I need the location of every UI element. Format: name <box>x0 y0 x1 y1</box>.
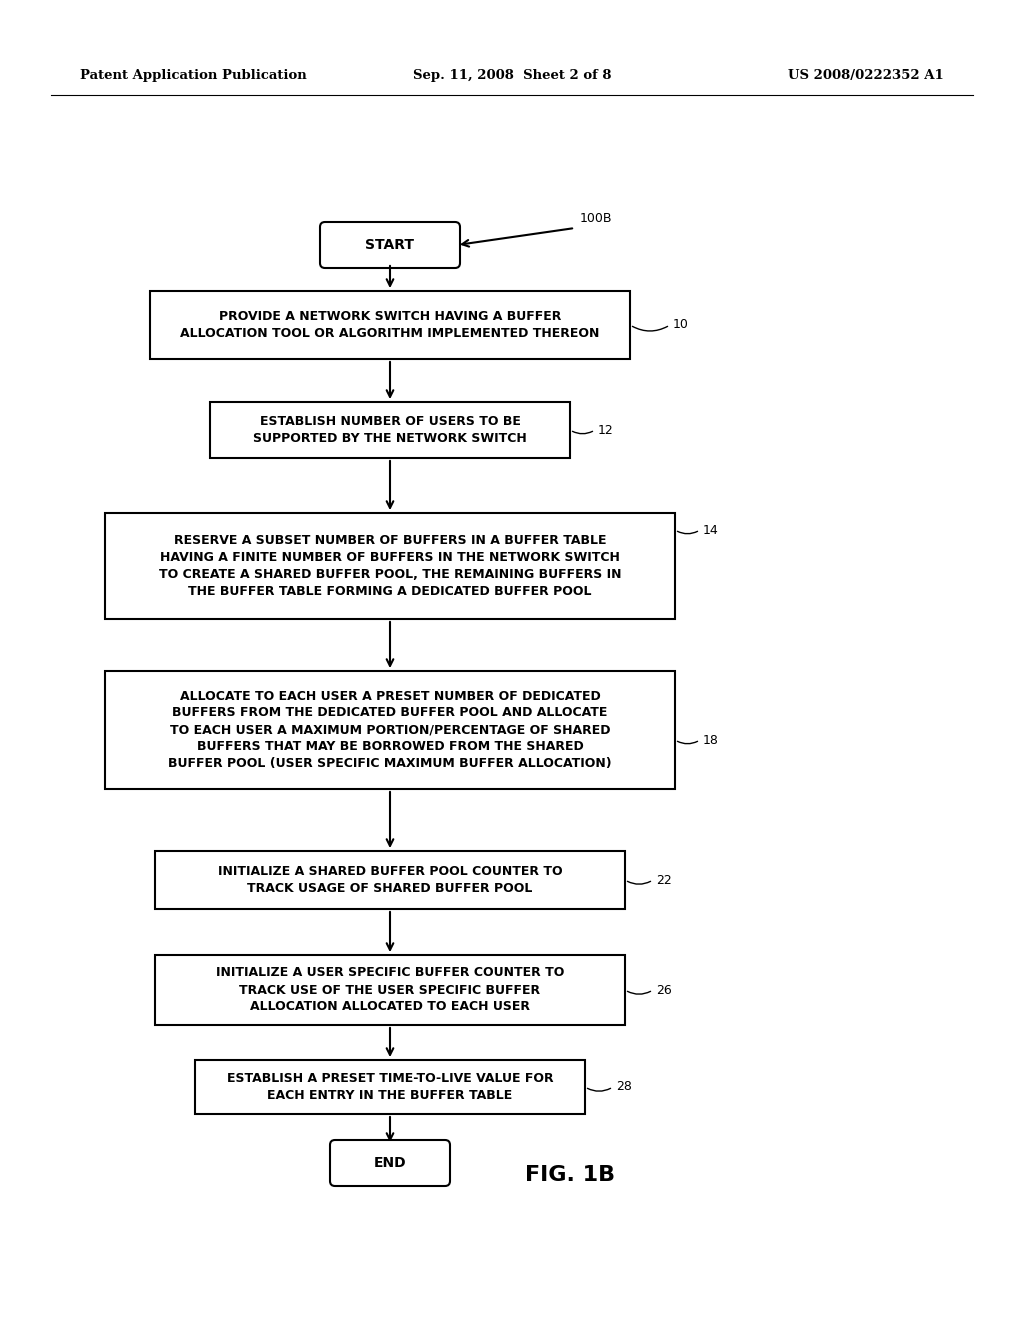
Text: FIG. 1B: FIG. 1B <box>525 1166 615 1185</box>
Text: START: START <box>366 238 415 252</box>
Text: INITIALIZE A SHARED BUFFER POOL COUNTER TO
TRACK USAGE OF SHARED BUFFER POOL: INITIALIZE A SHARED BUFFER POOL COUNTER … <box>218 865 562 895</box>
Text: Patent Application Publication: Patent Application Publication <box>80 69 307 82</box>
Text: 14: 14 <box>703 524 719 536</box>
Text: 12: 12 <box>598 424 613 437</box>
Text: 18: 18 <box>703 734 719 747</box>
Text: 26: 26 <box>656 983 672 997</box>
Text: PROVIDE A NETWORK SWITCH HAVING A BUFFER
ALLOCATION TOOL OR ALGORITHM IMPLEMENTE: PROVIDE A NETWORK SWITCH HAVING A BUFFER… <box>180 310 600 341</box>
FancyBboxPatch shape <box>319 222 460 268</box>
Text: INITIALIZE A USER SPECIFIC BUFFER COUNTER TO
TRACK USE OF THE USER SPECIFIC BUFF: INITIALIZE A USER SPECIFIC BUFFER COUNTE… <box>216 966 564 1014</box>
Bar <box>105 513 675 619</box>
Text: ESTABLISH NUMBER OF USERS TO BE
SUPPORTED BY THE NETWORK SWITCH: ESTABLISH NUMBER OF USERS TO BE SUPPORTE… <box>253 414 527 445</box>
Text: ALLOCATE TO EACH USER A PRESET NUMBER OF DEDICATED
BUFFERS FROM THE DEDICATED BU: ALLOCATE TO EACH USER A PRESET NUMBER OF… <box>168 689 611 771</box>
Bar <box>210 403 570 458</box>
FancyBboxPatch shape <box>330 1140 450 1185</box>
Bar <box>195 1060 585 1114</box>
Bar <box>155 954 625 1026</box>
Text: ESTABLISH A PRESET TIME-TO-LIVE VALUE FOR
EACH ENTRY IN THE BUFFER TABLE: ESTABLISH A PRESET TIME-TO-LIVE VALUE FO… <box>226 1072 553 1102</box>
Bar <box>155 851 625 909</box>
Text: 28: 28 <box>616 1081 632 1093</box>
Text: END: END <box>374 1156 407 1170</box>
Bar <box>105 671 675 789</box>
Text: 10: 10 <box>673 318 689 331</box>
Text: US 2008/0222352 A1: US 2008/0222352 A1 <box>788 69 944 82</box>
Bar <box>150 290 630 359</box>
Text: Sep. 11, 2008  Sheet 2 of 8: Sep. 11, 2008 Sheet 2 of 8 <box>413 69 611 82</box>
Text: 22: 22 <box>656 874 672 887</box>
Text: RESERVE A SUBSET NUMBER OF BUFFERS IN A BUFFER TABLE
HAVING A FINITE NUMBER OF B: RESERVE A SUBSET NUMBER OF BUFFERS IN A … <box>159 535 622 598</box>
Text: 100B: 100B <box>580 211 612 224</box>
